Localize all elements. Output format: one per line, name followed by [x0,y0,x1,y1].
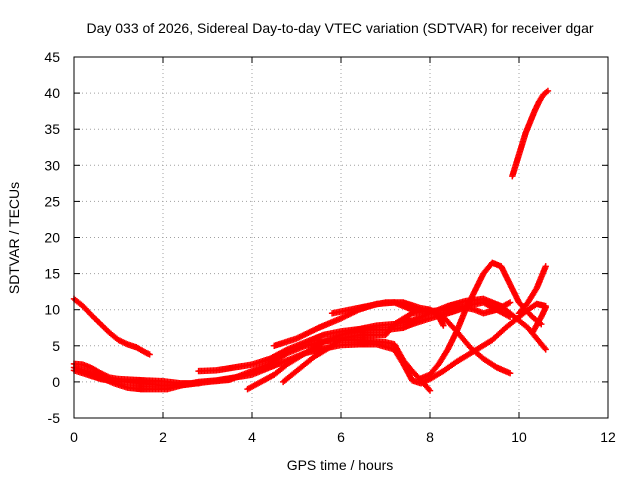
data-point [541,344,548,352]
y-tick-label: 5 [52,338,60,354]
chart-title: Day 033 of 2026, Sidereal Day-to-day VTE… [86,20,593,36]
y-axis-label: SDTVAR / TECUs [6,182,22,294]
y-tick-label: -5 [48,410,61,426]
data-point [440,322,447,329]
data-point [542,346,549,353]
data-point [544,87,552,95]
x-tick-label: 10 [511,429,527,445]
x-tick-label: 12 [600,429,616,445]
data-point [146,351,153,358]
y-tick-label: 40 [44,85,60,101]
y-tick-label: 10 [44,302,60,318]
data-point [426,387,434,394]
y-tick-label: 30 [44,157,60,173]
y-tick-label: 25 [44,193,60,209]
y-tick-label: 15 [44,266,60,282]
series-arc10 [417,259,545,382]
axis-ticks: 0 2 4 6 8 10 12 -5 0 5 10 15 20 25 30 35 40 45 [44,49,616,445]
series-arc7 [279,306,447,386]
y-tick-label: 0 [52,374,60,390]
x-tick-label: 6 [337,429,345,445]
series-arc12 [509,87,552,180]
x-tick-label: 2 [159,429,167,445]
x-tick-label: 0 [70,429,78,445]
x-tick-label: 4 [248,429,256,445]
x-axis-label: GPS time / hours [287,457,394,473]
y-tick-label: 35 [44,121,60,137]
series-arc11 [515,263,549,337]
y-tick-label: 45 [44,49,60,65]
data-point [506,299,514,306]
data-series [70,87,552,394]
y-tick-label: 20 [44,230,60,246]
data-point [542,304,549,311]
data-point [506,313,514,321]
x-tick-label: 8 [426,429,434,445]
data-point [506,370,514,377]
data-point [542,263,549,270]
series-arc4 [70,336,434,394]
